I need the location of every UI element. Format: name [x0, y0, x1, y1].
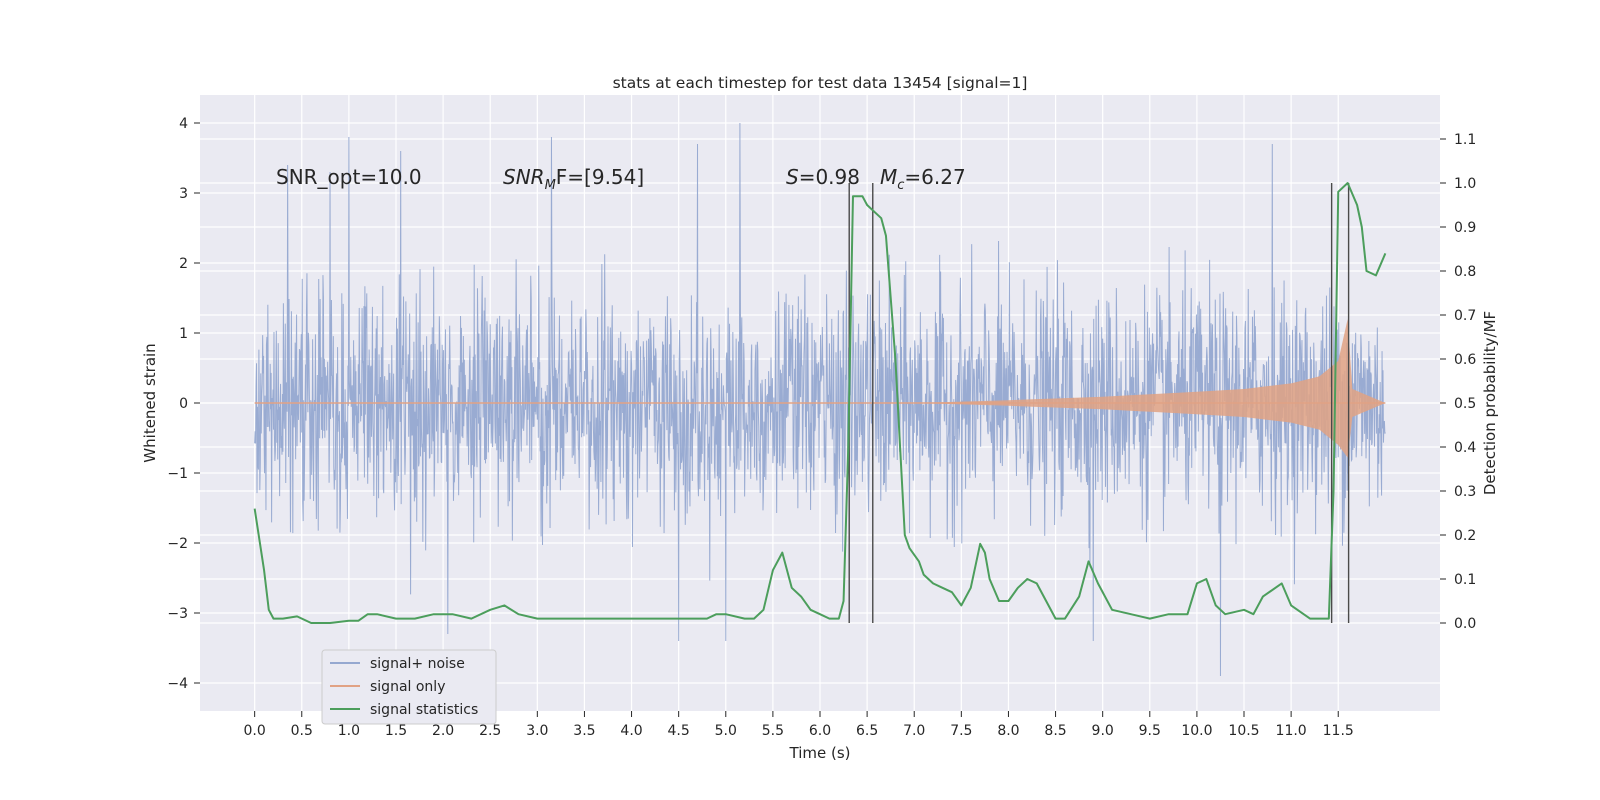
mc-name: M [880, 165, 897, 189]
statistics-line [253, 182, 1387, 624]
right-y-tick-label: 0.9 [1454, 220, 1476, 236]
legend-label-stats: signal statistics [370, 702, 478, 718]
x-tick-label: 2.5 [479, 723, 501, 739]
signal-envelope [914, 319, 1386, 458]
x-axis-label: Time (s) [789, 744, 851, 762]
mc-annotation: Mc=6.27 [880, 165, 966, 193]
right-y-axis-label: Detection probability/MF [1481, 311, 1499, 495]
x-tick-label: 9.0 [1092, 723, 1114, 739]
right-y-tick-label: 0.2 [1454, 528, 1476, 544]
right-y-tick-label: 0.1 [1454, 572, 1476, 588]
snr-mf-value: F=[9.54] [556, 165, 644, 189]
left-y-tick-label: −2 [167, 536, 188, 552]
signal-only-series [254, 319, 1386, 458]
left-y-tick-label: −3 [167, 606, 188, 622]
legend-label-noise: signal+ noise [370, 656, 465, 672]
x-tick-label: 10.5 [1228, 723, 1259, 739]
x-tick-label: 3.5 [573, 723, 595, 739]
x-tick-label: 1.0 [338, 723, 360, 739]
legend: signal+ noise signal only signal statist… [321, 649, 497, 725]
x-tick-label: 7.0 [903, 723, 925, 739]
x-tick-label: 4.5 [668, 723, 690, 739]
legend-label-signal: signal only [370, 679, 445, 695]
x-tick-label: 0.5 [291, 723, 313, 739]
legend-box [321, 649, 497, 725]
x-axis-ticks: 0.0 0.5 1.0 1.5 2.0 2.5 3.0 3.5 4.0 4.5 5.0 5.5 6.0 6… [244, 711, 1354, 739]
right-y-tick-label: 1.1 [1454, 132, 1476, 148]
mc-value: =6.27 [904, 165, 965, 189]
right-y-tick-label: 0.5 [1454, 396, 1476, 412]
left-y-axis-ticks: 4 3 2 1 0 −1 −2 −3 −4 [167, 116, 200, 692]
left-y-tick-label: 1 [179, 326, 188, 342]
left-y-tick-label: 0 [179, 396, 188, 412]
right-y-tick-label: 0.6 [1454, 352, 1476, 368]
x-tick-label: 2.0 [432, 723, 454, 739]
x-tick-label: 1.5 [385, 723, 407, 739]
x-tick-label: 9.5 [1139, 723, 1161, 739]
x-tick-label: 7.5 [950, 723, 972, 739]
left-y-tick-label: −4 [167, 676, 188, 692]
x-tick-label: 6.0 [809, 723, 831, 739]
right-y-tick-label: 0.8 [1454, 264, 1476, 280]
x-tick-label: 0.0 [244, 723, 266, 739]
mc-subscript: c [897, 178, 904, 193]
snr-mf-name: SNR [503, 165, 545, 189]
x-tick-label: 11.5 [1323, 723, 1354, 739]
right-y-tick-label: 1.0 [1454, 176, 1476, 192]
left-y-tick-label: 4 [179, 116, 188, 132]
signal-statistics-series [253, 182, 1387, 624]
x-tick-label: 4.0 [620, 723, 642, 739]
signal-plus-noise-series [254, 122, 1386, 677]
left-y-tick-label: 3 [179, 186, 188, 202]
right-y-tick-label: 0.4 [1454, 440, 1476, 456]
x-tick-label: 3.0 [526, 723, 548, 739]
right-y-tick-label: 0.7 [1454, 308, 1476, 324]
y-axis-label: Whitened strain [141, 343, 159, 462]
right-y-tick-label: 0.0 [1454, 616, 1476, 632]
s-value: =0.98 [799, 165, 860, 189]
s-annotation: S=0.98 [786, 165, 860, 189]
x-tick-label: 8.0 [997, 723, 1019, 739]
left-y-tick-label: −1 [167, 466, 188, 482]
s-name: S [786, 165, 799, 189]
x-tick-label: 5.5 [762, 723, 784, 739]
snr-mf-subscript: M [545, 178, 556, 193]
right-y-tick-label: 0.3 [1454, 484, 1476, 500]
left-y-tick-label: 2 [179, 256, 188, 272]
x-tick-label: 5.0 [715, 723, 737, 739]
x-tick-label: 6.5 [856, 723, 878, 739]
x-tick-label: 11.0 [1276, 723, 1307, 739]
right-y-axis-ticks: 1.1 1.0 0.9 0.8 0.7 0.6 0.5 0.4 0.3 0.2 0.1 0.0 [1440, 132, 1476, 632]
noise-line [254, 122, 1386, 677]
chart-title: stats at each timestep for test data 134… [613, 74, 1028, 92]
annotations: SNR_opt=10.0 SNRMF=[9.54] S=0.98 Mc=6.27 [276, 165, 966, 193]
x-tick-label: 8.5 [1044, 723, 1066, 739]
x-tick-label: 10.0 [1181, 723, 1212, 739]
snr-opt-annotation: SNR_opt=10.0 [276, 165, 422, 189]
snr-mf-annotation: SNRMF=[9.54] [503, 165, 644, 193]
